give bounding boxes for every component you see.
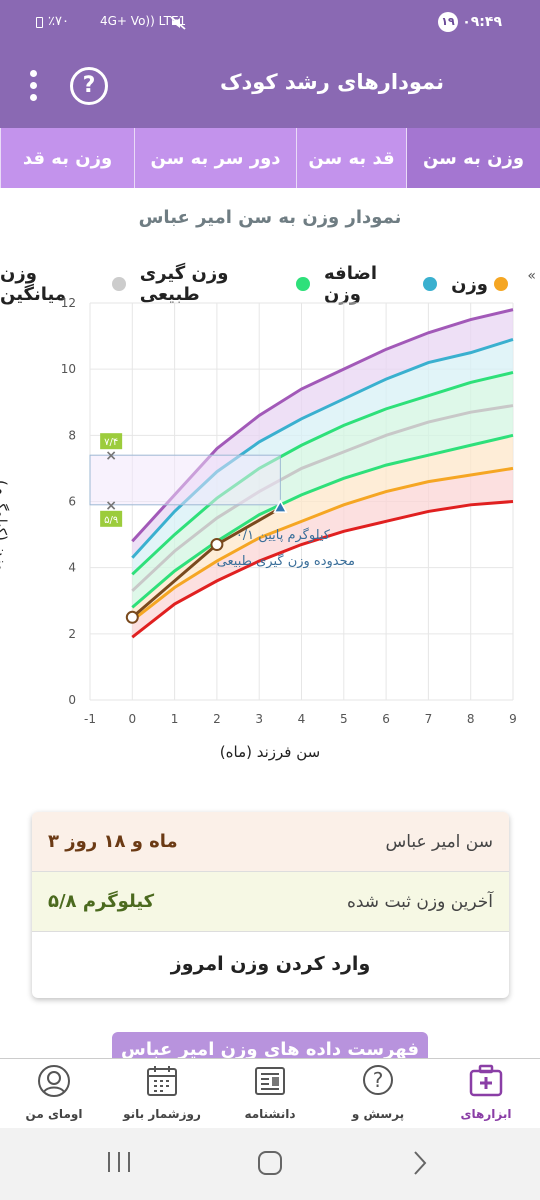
- x-tick-label: 7: [425, 712, 433, 726]
- y-tick-label: 4: [68, 561, 76, 575]
- status-bar: ٪۷۰ 4G+ Vo)) LTE1 ۱۹ ۰۹:۴۹: [0, 0, 540, 44]
- battery-percent: ٪۷۰: [48, 14, 69, 29]
- range-marker-cross: ×: [105, 448, 117, 464]
- chart-legend: وزن اضافه وزن وزن گیری طبیعی وزن میانگین: [0, 263, 508, 305]
- x-tick-label: 4: [298, 712, 306, 726]
- reference-band: [132, 372, 514, 591]
- range-marker-label: ۷/۴: [104, 437, 118, 448]
- x-tick-label: 5: [340, 712, 348, 726]
- weight-data-list-button[interactable]: فهرست داده های وزن امیر عباس: [112, 1032, 428, 1062]
- legend-item-normal[interactable]: وزن گیری طبیعی: [140, 263, 310, 305]
- y-tick-label: 6: [68, 495, 76, 509]
- medkit-icon: [469, 1064, 503, 1097]
- reference-band: [132, 405, 514, 608]
- y-tick-label: 8: [68, 428, 76, 442]
- nav-encyclopedia[interactable]: دانشنامه: [216, 1059, 324, 1128]
- mute-icon: [170, 16, 186, 30]
- recent-apps-icon[interactable]: [106, 1150, 132, 1174]
- annotation-line-1: ۰/۱ کیلوگرم پایین: [236, 527, 331, 543]
- y-tick-label: 12: [61, 296, 76, 310]
- nav-tools[interactable]: ابزارهای: [432, 1059, 540, 1128]
- x-axis-label: سن فرزند (ماه): [219, 743, 321, 761]
- reference-band: [132, 435, 514, 621]
- annotation-line-2: محدوده وزن گیری طبیعی: [217, 553, 355, 569]
- x-tick-label: 9: [509, 712, 517, 726]
- network-indicator: 4G+ Vo)) LTE1: [100, 14, 187, 28]
- x-tick-label: 1: [171, 712, 179, 726]
- svg-text:?: ?: [373, 1068, 384, 1092]
- chart-tabs: وزن به قد دور سر به سن قد به سن وزن به س…: [0, 128, 540, 188]
- legend-item-overweight[interactable]: اضافه وزن: [324, 263, 438, 305]
- tab-weight-for-age[interactable]: وزن به سن: [406, 128, 540, 188]
- weight-point: [210, 538, 224, 552]
- legend-dot: [423, 277, 438, 291]
- page-title: نمودارهای رشد کودک: [219, 70, 444, 94]
- series-line-normal-low: [131, 433, 514, 609]
- nav-profile[interactable]: اومای من: [0, 1059, 108, 1128]
- info-card: ۳ ماه و ۱۸ روز سن امیر عباس ۵/۸ کیلوگرم …: [32, 812, 509, 998]
- range-marker-cross: ×: [105, 498, 117, 514]
- x-tick-label: 0: [128, 712, 136, 726]
- legend-dot: [296, 277, 310, 291]
- normal-range-box: [89, 454, 281, 506]
- x-tick-label: 8: [467, 712, 475, 726]
- age-value: ۳ ماه و ۱۸ روز: [48, 831, 178, 852]
- tab-weight-for-height[interactable]: وزن به قد: [0, 128, 134, 188]
- latest-weight-marker: [273, 499, 288, 513]
- home-icon[interactable]: [257, 1150, 283, 1176]
- y-tick-label: 10: [61, 362, 76, 376]
- series-line-underweight: [131, 466, 514, 622]
- nav-calendar[interactable]: روزشمار بانو: [108, 1059, 216, 1128]
- weight-label: آخرین وزن ثبت شده: [346, 891, 493, 912]
- nav-questions[interactable]: ? پرسش و: [324, 1059, 432, 1128]
- range-marker-label: ۵/۹: [104, 515, 118, 526]
- y-tick-label: 2: [68, 627, 76, 641]
- legend-item-average[interactable]: وزن میانگین: [0, 263, 126, 305]
- tab-head-circumference[interactable]: دور سر به سن: [134, 128, 296, 188]
- notification-badge: ۱۹: [438, 12, 458, 32]
- range-marker-badge: [100, 510, 123, 527]
- battery-icon: [36, 17, 43, 28]
- legend-overflow: «: [527, 268, 536, 284]
- system-navigation-bar: [0, 1128, 540, 1200]
- age-row: ۳ ماه و ۱۸ روز سن امیر عباس: [32, 812, 509, 872]
- x-tick-label: 2: [213, 712, 221, 726]
- bottom-navigation: ابزارهای ? پرسش و دانشنامه روزشمار بانو …: [0, 1058, 540, 1128]
- age-label: سن امیر عباس: [385, 831, 493, 852]
- help-icon[interactable]: ?: [70, 67, 108, 105]
- x-tick-label: 3: [255, 712, 263, 726]
- legend-dot: [494, 277, 508, 291]
- overflow-menu-icon[interactable]: [28, 70, 38, 104]
- weight-row: ۵/۸ کیلوگرم آخرین وزن ثبت شده: [32, 872, 509, 932]
- enter-today-weight-button[interactable]: وارد کردن وزن امروز: [170, 953, 371, 975]
- calendar-icon: [147, 1066, 177, 1096]
- app-bar: ? نمودارهای رشد کودک: [0, 44, 540, 128]
- reference-band: [132, 468, 514, 638]
- series-line-normal-high: [131, 371, 514, 576]
- weight-point: [125, 610, 139, 624]
- newspaper-icon: [255, 1067, 285, 1095]
- x-tick-label: -1: [84, 712, 96, 726]
- question-bubble-icon: ?: [363, 1065, 393, 1095]
- series-line-bottom: [131, 500, 514, 639]
- woman-avatar-icon: [38, 1065, 70, 1097]
- chart-title: نمودار وزن به سن امیر عباس: [138, 207, 402, 228]
- clock: ۰۹:۴۹: [462, 14, 502, 30]
- series-line-average: [131, 404, 514, 592]
- x-tick-label: 6: [382, 712, 390, 726]
- legend-item-weight[interactable]: وزن: [451, 263, 508, 305]
- tab-height-for-age[interactable]: قد به سن: [296, 128, 406, 188]
- y-tick-label: 0: [68, 693, 76, 707]
- y-axis-label: وزن (کیلوگرم): [0, 480, 10, 572]
- reference-band: [132, 309, 514, 558]
- range-marker-badge: [100, 433, 123, 450]
- weight-value: ۵/۸ کیلوگرم: [48, 891, 155, 912]
- back-icon[interactable]: [410, 1150, 430, 1176]
- legend-dot: [112, 277, 126, 291]
